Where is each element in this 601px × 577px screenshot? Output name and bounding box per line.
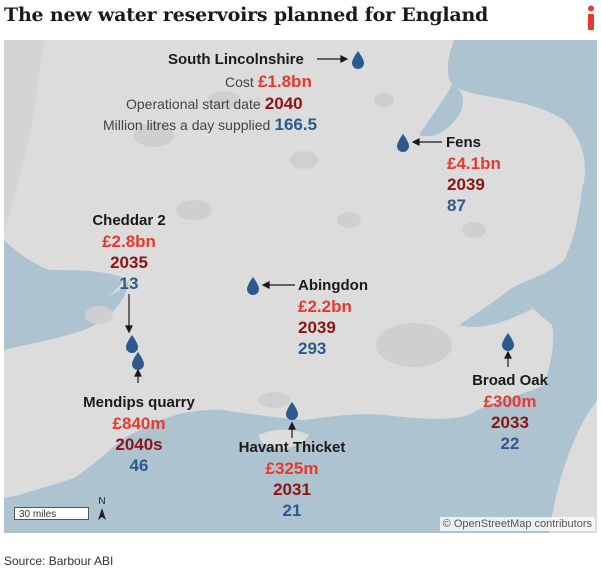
reservoir-supply-south-lincolnshire: 166.5 (274, 115, 318, 134)
reservoir-cost-fens: £4.1bn (447, 154, 501, 173)
water-drop-icon-south-lincolnshire (352, 51, 364, 69)
reservoir-name-fens: Fens (446, 134, 482, 151)
reservoir-year-havant-thicket: 2031 (273, 480, 311, 499)
scale-bar: 30 miles (14, 507, 89, 520)
urban-areas (85, 91, 486, 408)
reservoir-year-cheddar-2: 2035 (110, 253, 148, 272)
north-arrow-icon (98, 508, 106, 520)
water-drop-icon-broad-oak (502, 333, 514, 351)
source-note: Source: Barbour ABI (4, 554, 114, 568)
reservoir-name-havant-thicket: Havant Thicket (238, 439, 346, 456)
map-area: South Lincolnshire Cost £1.8bn Operation… (4, 40, 597, 533)
reservoir-name-mendips-quarry: Mendips quarry (83, 394, 195, 411)
map-attribution[interactable]: © OpenStreetMap contributors (439, 517, 595, 531)
wales-land (4, 40, 44, 230)
reservoir-name-broad-oak: Broad Oak (472, 372, 548, 389)
water-drop-icon-cheddar (126, 335, 138, 353)
the-wash (419, 85, 464, 137)
reservoir-name-abingdon: Abingdon (298, 277, 368, 294)
north-label: N (98, 496, 106, 507)
water-drop-icon-mendips (132, 352, 144, 370)
reservoir-cost-abingdon: £2.2bn (298, 297, 352, 316)
legend-supply-label: Million litres a day supplied (103, 117, 271, 133)
reservoir-year-fens: 2039 (447, 175, 485, 194)
reservoir-supply-havant-thicket: 21 (282, 501, 302, 520)
water-drop-icon-havant (286, 402, 298, 420)
legend-cost-label: Cost (225, 74, 254, 90)
reservoir-year-south-lincolnshire: 2040 (264, 94, 303, 113)
i-logo-icon (588, 5, 594, 30)
north-arrow: N (96, 497, 108, 524)
thames-estuary (459, 290, 552, 327)
reservoir-year-mendips-quarry: 2040s (115, 435, 163, 454)
water-drop-icons (126, 51, 514, 420)
south-lincolnshire-year-row: Operational start date 2040 (126, 95, 303, 112)
severn-estuary (4, 280, 129, 350)
reservoir-cost-mendips-quarry: £840m (112, 414, 166, 433)
reservoir-name-cheddar-2: Cheddar 2 (92, 212, 166, 229)
reservoir-supply-broad-oak: 22 (500, 434, 520, 453)
france-land (549, 400, 597, 533)
callout-arrows (125, 55, 512, 438)
reservoir-year-abingdon: 2039 (298, 318, 336, 337)
reservoir-year-broad-oak: 2033 (491, 413, 529, 432)
map-basemap (4, 40, 597, 533)
reservoir-supply-mendips-quarry: 46 (129, 456, 149, 475)
reservoir-cost-havant-thicket: £325m (265, 459, 319, 478)
map-title: The new water reservoirs planned for Eng… (4, 4, 489, 26)
reservoir-cost-south-lincolnshire: £1.8bn (257, 72, 312, 91)
reservoir-supply-cheddar-2: 13 (119, 274, 139, 293)
reservoir-supply-abingdon: 293 (298, 339, 327, 358)
legend-year-label: Operational start date (126, 96, 261, 112)
water-drop-icon-fens (397, 134, 409, 152)
water-drop-icon-abingdon (247, 277, 259, 295)
england-land (4, 40, 585, 498)
south-lincolnshire-supply-row: Million litres a day supplied 166.5 (103, 116, 317, 133)
isle-of-wight (259, 429, 309, 449)
reservoir-name-south-lincolnshire: South Lincolnshire (168, 51, 304, 68)
reservoir-supply-fens: 87 (447, 196, 466, 215)
reservoir-cost-broad-oak: £300m (483, 392, 537, 411)
reservoir-cost-cheddar-2: £2.8bn (102, 232, 156, 251)
south-lincolnshire-cost-row: Cost £1.8bn (225, 73, 312, 90)
